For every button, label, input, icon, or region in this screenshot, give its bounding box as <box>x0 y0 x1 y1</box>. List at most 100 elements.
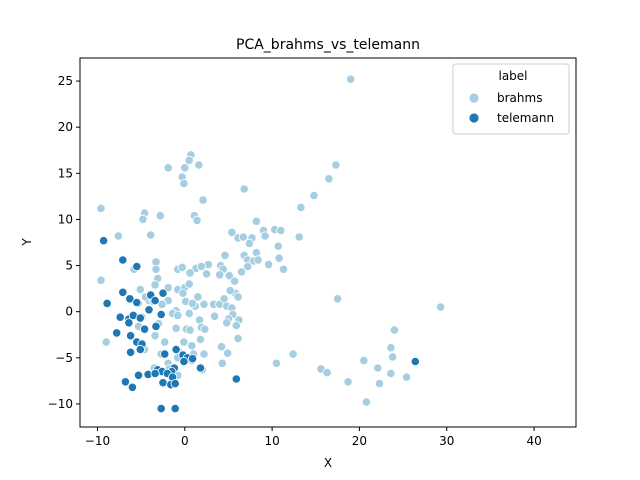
point-brahms <box>276 225 286 236</box>
point-telemann <box>132 261 142 272</box>
point-brahms <box>195 334 206 344</box>
point-brahms <box>178 288 188 298</box>
point-brahms <box>195 315 205 325</box>
point-brahms <box>217 358 227 368</box>
point-brahms <box>198 195 208 205</box>
point-brahms <box>435 302 446 312</box>
point-telemann <box>160 349 170 359</box>
point-brahms <box>163 163 173 173</box>
x-tick-label: −10 <box>85 434 110 448</box>
point-brahms <box>220 250 230 260</box>
point-brahms <box>184 155 194 165</box>
point-brahms <box>294 232 304 242</box>
point-brahms <box>387 352 398 362</box>
point-brahms <box>346 74 356 84</box>
point-brahms <box>215 270 225 280</box>
point-brahms <box>389 325 399 335</box>
point-brahms <box>150 280 160 290</box>
point-telemann <box>115 312 125 322</box>
point-telemann <box>118 287 128 297</box>
point-brahms <box>223 348 233 358</box>
point-brahms <box>359 355 369 366</box>
legend-box <box>452 63 570 135</box>
point-brahms <box>101 337 111 347</box>
point-brahms <box>163 283 173 293</box>
legend: label brahms telemann <box>452 63 570 135</box>
point-brahms <box>386 343 396 353</box>
point-brahms <box>231 320 241 331</box>
point-telemann <box>112 328 122 338</box>
point-brahms <box>238 232 248 242</box>
point-telemann <box>151 321 161 331</box>
legend-marker-telemann <box>468 112 480 124</box>
point-brahms <box>193 292 203 302</box>
point-brahms <box>179 178 189 189</box>
point-telemann <box>140 324 150 334</box>
point-telemann <box>126 331 136 341</box>
point-brahms <box>157 299 167 309</box>
point-brahms <box>209 311 220 321</box>
point-telemann <box>126 347 136 357</box>
point-brahms <box>273 241 283 251</box>
point-brahms <box>373 363 383 373</box>
x-tick-label: 40 <box>526 434 541 448</box>
point-brahms <box>260 231 270 241</box>
point-telemann <box>135 313 145 323</box>
point-telemann <box>231 374 241 384</box>
point-brahms <box>271 358 282 368</box>
point-telemann <box>125 294 135 304</box>
legend-label-telemann: telemann <box>497 111 554 125</box>
point-brahms <box>251 216 261 226</box>
point-telemann <box>170 403 180 414</box>
point-brahms <box>253 255 263 265</box>
point-brahms <box>184 308 194 319</box>
point-telemann <box>158 288 168 298</box>
points-layer <box>96 74 446 414</box>
point-brahms <box>233 333 243 343</box>
point-brahms <box>135 284 145 295</box>
y-tick-label: 0 <box>65 305 73 319</box>
x-tick-label: 20 <box>352 434 367 448</box>
point-brahms <box>225 285 235 296</box>
point-telemann <box>171 344 181 355</box>
x-tick-label: 10 <box>264 434 279 448</box>
y-tick-label: −5 <box>55 351 73 365</box>
plot-frame <box>79 57 577 428</box>
point-brahms <box>113 231 124 241</box>
point-brahms <box>185 325 195 335</box>
point-brahms <box>244 238 254 248</box>
point-brahms <box>177 262 187 272</box>
point-brahms <box>196 261 206 272</box>
point-brahms <box>187 341 197 351</box>
point-telemann <box>195 363 206 373</box>
legend-label-brahms: brahms <box>497 91 542 105</box>
point-telemann <box>188 354 198 364</box>
point-telemann <box>156 403 166 414</box>
point-brahms <box>185 268 195 278</box>
point-brahms <box>288 349 298 359</box>
point-brahms <box>227 227 237 237</box>
point-brahms <box>361 397 371 407</box>
y-tick-label: 10 <box>58 212 73 226</box>
point-brahms <box>222 318 232 328</box>
point-brahms <box>151 264 161 274</box>
x-tick-label: 0 <box>181 434 189 448</box>
point-brahms <box>155 211 165 221</box>
point-brahms <box>239 184 249 194</box>
point-brahms <box>150 331 160 341</box>
point-telemann <box>170 378 180 389</box>
point-telemann <box>179 356 189 367</box>
x-axis-label: X <box>324 456 332 470</box>
point-brahms <box>188 298 198 308</box>
point-brahms <box>401 372 412 382</box>
point-telemann <box>150 295 160 306</box>
legend-marker-brahms <box>468 92 480 104</box>
y-tick-label: 20 <box>58 120 73 134</box>
point-brahms <box>199 349 209 359</box>
y-tick-label: 25 <box>58 74 73 88</box>
point-brahms <box>296 202 306 212</box>
point-brahms <box>171 323 181 333</box>
point-brahms <box>138 214 148 224</box>
point-telemann <box>133 370 144 380</box>
